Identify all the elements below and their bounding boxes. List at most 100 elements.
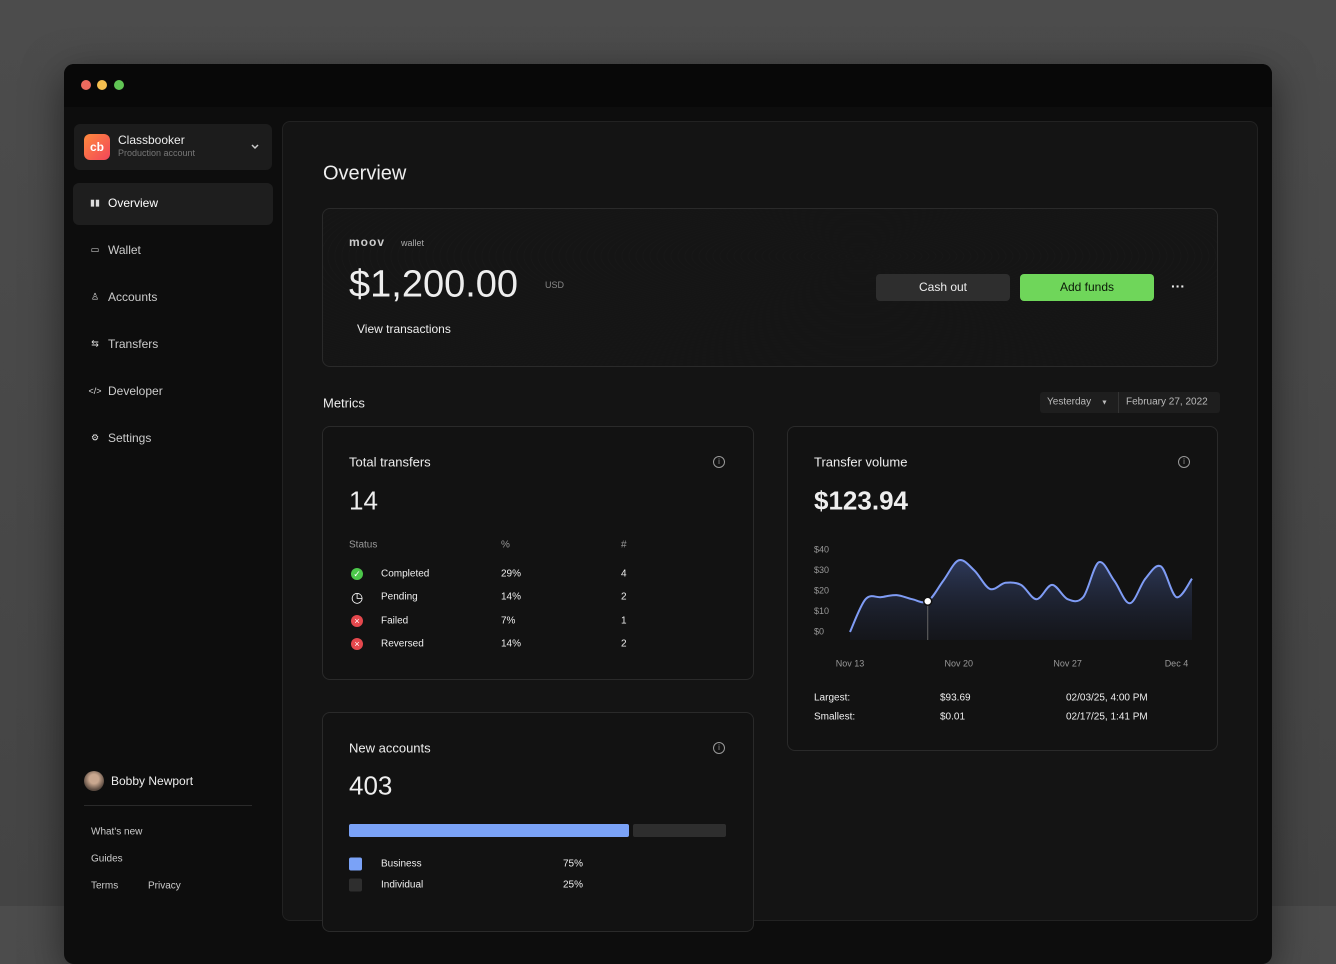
stat-date: 02/17/25, 1:41 PM — [1066, 711, 1148, 723]
nav-item[interactable]: Accounts — [108, 290, 158, 304]
status-icon: × — [351, 638, 363, 650]
status-name: Failed — [381, 615, 409, 627]
stat-amount: $0.01 — [940, 711, 966, 723]
status-count: 2 — [621, 638, 627, 650]
y-tick-label: $40 — [814, 544, 829, 554]
x-tick-label: Dec 4 — [1165, 658, 1189, 668]
card-title: New accounts — [349, 740, 431, 756]
card-value: 14 — [349, 485, 378, 516]
nav-item[interactable]: Settings — [108, 431, 152, 445]
footer-link[interactable]: Privacy — [148, 880, 181, 892]
close-dot[interactable] — [81, 80, 91, 90]
x-tick-label: Nov 20 — [945, 658, 974, 668]
line-chart: $0 $10 $20 $30 $40 Nov 13 Nov 20 Nov 27 Dec 4 — [814, 544, 1193, 668]
metrics-title: Metrics — [323, 395, 365, 411]
legend-name: Individual — [381, 879, 424, 891]
column-header: # — [621, 539, 627, 551]
legend-swatch — [349, 857, 362, 871]
new-accounts-card — [322, 712, 754, 932]
column-header: % — [501, 539, 510, 551]
account-name: Classbooker — [118, 133, 185, 147]
status-name: Completed — [381, 568, 430, 580]
more-button[interactable]: ··· — [1171, 278, 1185, 294]
nav-item[interactable]: Developer — [108, 384, 163, 398]
avatar[interactable] — [84, 771, 104, 791]
legend-name: Business — [381, 858, 422, 870]
nav-icon: ⇆ — [91, 338, 99, 349]
nav-active — [73, 183, 273, 225]
status-icon: ✓ — [351, 568, 363, 580]
view-transactions[interactable]: View transactions — [357, 322, 451, 336]
card-value: 403 — [349, 770, 393, 801]
info-icon[interactable]: i — [713, 456, 725, 468]
nav-item[interactable]: Wallet — [108, 243, 141, 257]
divider — [84, 805, 252, 806]
status-percent: 14% — [501, 591, 522, 603]
wallet-balance: $1,200.00 — [349, 263, 519, 306]
nav-icon: </> — [88, 386, 102, 396]
page-title: Overview — [323, 162, 407, 185]
y-tick-label: $20 — [814, 585, 829, 595]
footer-link[interactable]: Guides — [91, 853, 123, 865]
status-count: 1 — [621, 615, 627, 627]
status-percent: 7% — [501, 615, 516, 627]
legend-value: 25% — [563, 879, 584, 891]
y-tick-label: $0 — [814, 626, 824, 636]
total-transfers-card — [322, 426, 754, 680]
range-select[interactable]: Yesterday — [1047, 396, 1092, 408]
wallet-label: wallet — [401, 238, 425, 248]
x-tick-label: Nov 13 — [836, 658, 865, 668]
wallet-brand: moov — [349, 235, 386, 249]
x-tick-label: Nov 27 — [1053, 658, 1082, 668]
bar-segment — [632, 824, 726, 837]
account-logo: cb — [84, 134, 110, 160]
hover-point — [922, 596, 933, 606]
area — [850, 559, 1192, 640]
range-picker[interactable] — [1040, 392, 1220, 413]
wallet-currency: USD — [545, 280, 565, 290]
legend-value: 75% — [563, 858, 584, 870]
status-percent: 14% — [501, 638, 522, 650]
status-icon: × — [351, 615, 363, 627]
y-tick-label: $10 — [814, 606, 829, 616]
y-tick-label: $30 — [814, 565, 829, 575]
bar-segment — [349, 824, 629, 837]
card-value: $123.94 — [814, 485, 908, 516]
stat-label: Largest: — [814, 692, 851, 704]
status-name: Pending — [381, 591, 418, 603]
stat-amount: $93.69 — [940, 692, 971, 704]
info-icon[interactable]: i — [713, 742, 725, 754]
footer-link[interactable]: What's new — [91, 826, 143, 838]
date-select[interactable]: February 27, 2022 — [1126, 396, 1208, 408]
maximize-dot[interactable] — [114, 80, 124, 90]
chevron — [251, 144, 259, 150]
status-name: Reversed — [381, 638, 424, 650]
card-title: Total transfers — [349, 454, 431, 470]
nav-item[interactable]: Overview — [108, 196, 159, 210]
status-count: 4 — [621, 568, 627, 580]
legend-swatch — [349, 878, 362, 892]
footer-link[interactable]: Terms — [91, 880, 119, 892]
minimize-dot[interactable] — [97, 80, 107, 90]
nav-icon: ♙ — [90, 291, 100, 302]
info-icon[interactable]: i — [1178, 456, 1190, 468]
user-name[interactable]: Bobby Newport — [111, 774, 194, 788]
range-divider — [1118, 392, 1119, 413]
stat-date: 02/03/25, 4:00 PM — [1066, 692, 1148, 704]
status-percent: 29% — [501, 568, 522, 580]
nav-icon: ▮▮ — [90, 197, 100, 208]
stat-label: Smallest: — [814, 711, 856, 723]
line — [849, 559, 1193, 633]
nav-icon: ⚙ — [90, 432, 100, 443]
nav-item[interactable]: Transfers — [108, 337, 159, 351]
column-header: Status — [349, 539, 378, 551]
status-count: 2 — [621, 591, 627, 603]
nav-icon: ▭ — [90, 244, 100, 255]
titlebar — [64, 64, 1272, 107]
add-funds-button[interactable]: Add funds — [1020, 274, 1154, 301]
range-caret: ▼ — [1101, 399, 1108, 407]
account-subtitle: Production account — [118, 148, 196, 158]
cash-out-button[interactable]: Cash out — [876, 274, 1010, 301]
status-icon: ◷ — [351, 589, 364, 605]
